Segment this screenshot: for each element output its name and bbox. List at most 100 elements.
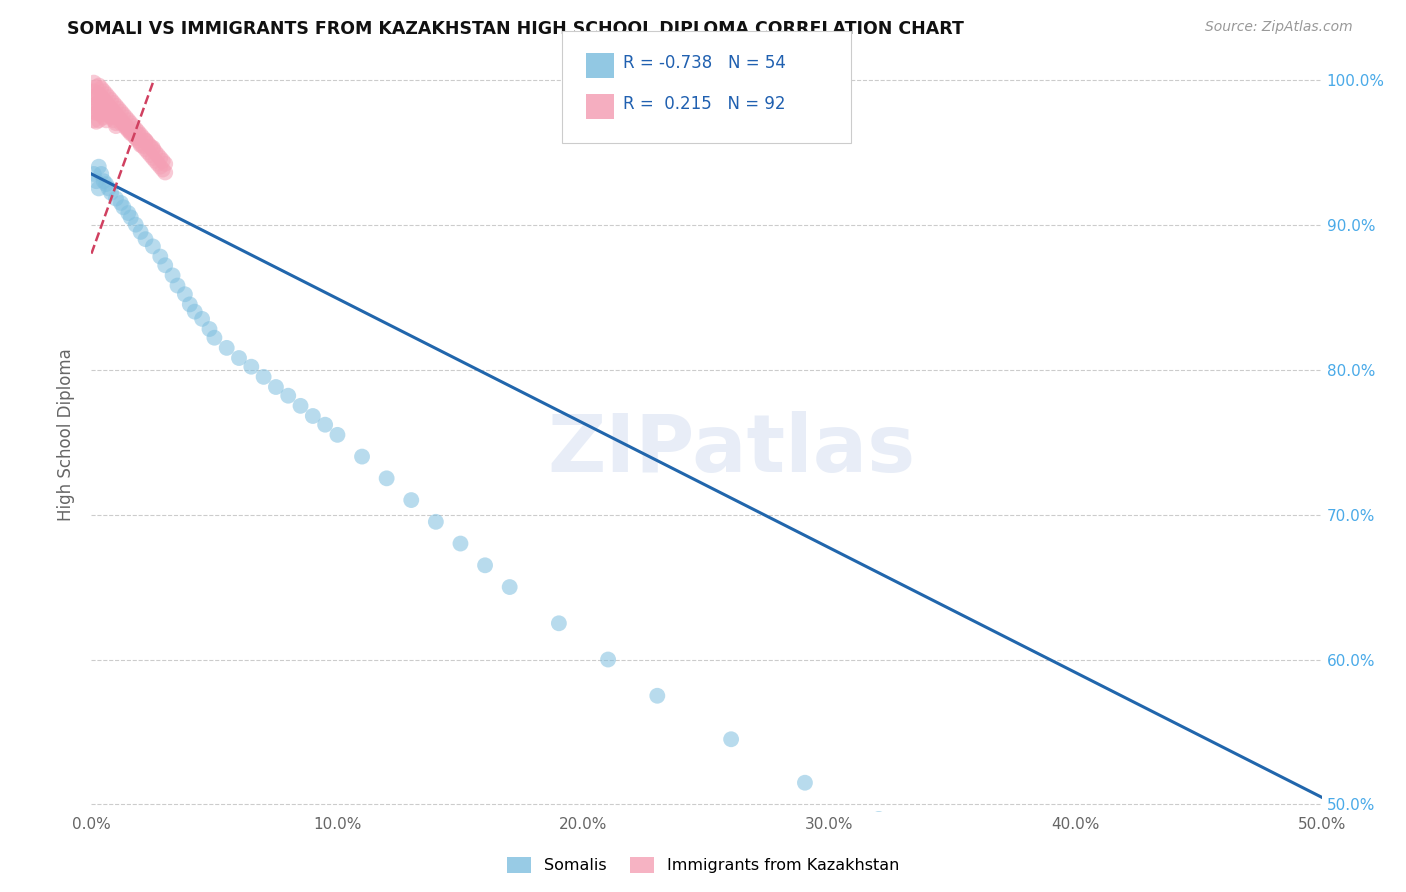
Point xyxy=(90,167,112,181)
Text: R = -0.738   N = 54: R = -0.738 N = 54 xyxy=(623,54,786,72)
Point xyxy=(253,369,276,384)
Text: ZIPatlas: ZIPatlas xyxy=(547,411,915,489)
Point xyxy=(83,90,105,104)
Point xyxy=(202,331,225,345)
Point xyxy=(498,580,520,594)
Point xyxy=(145,145,166,160)
Point xyxy=(96,113,117,128)
Point xyxy=(117,123,139,137)
Point xyxy=(149,151,172,165)
Point xyxy=(110,104,132,119)
Point xyxy=(87,160,110,174)
Point xyxy=(129,137,152,152)
Point xyxy=(105,116,127,130)
Point xyxy=(399,493,422,508)
Point xyxy=(93,84,115,98)
Point xyxy=(117,113,139,128)
Point xyxy=(596,652,619,666)
Point xyxy=(314,417,336,432)
Point xyxy=(135,232,156,246)
Point xyxy=(152,162,174,177)
Point xyxy=(127,128,149,142)
Point xyxy=(145,153,166,168)
Point xyxy=(120,116,142,130)
Point xyxy=(96,177,117,191)
Point xyxy=(142,142,165,156)
Point xyxy=(146,157,169,171)
Point xyxy=(97,181,120,195)
Point xyxy=(352,450,374,464)
Point xyxy=(100,186,122,200)
Point xyxy=(122,128,145,142)
Point xyxy=(100,111,122,125)
Point xyxy=(93,111,115,125)
Point xyxy=(425,515,447,529)
Point xyxy=(87,104,110,119)
Point xyxy=(868,812,890,826)
Point xyxy=(86,88,108,103)
Point xyxy=(240,359,263,374)
Point xyxy=(86,106,108,120)
Point xyxy=(103,95,125,110)
Point xyxy=(153,165,177,179)
Point xyxy=(93,102,115,116)
Point xyxy=(136,145,159,160)
Point xyxy=(179,297,201,311)
Point xyxy=(122,119,145,133)
Point xyxy=(139,139,162,153)
Point xyxy=(191,312,214,326)
Point xyxy=(124,218,146,232)
Point xyxy=(90,90,112,104)
Point xyxy=(129,136,152,151)
Text: R =  0.215   N = 92: R = 0.215 N = 92 xyxy=(623,95,786,113)
Point xyxy=(142,151,165,165)
Point xyxy=(110,113,132,128)
Point xyxy=(228,351,250,365)
Point xyxy=(1139,877,1161,891)
Point xyxy=(86,174,108,188)
Point xyxy=(120,126,142,140)
Point xyxy=(86,97,108,112)
Point xyxy=(152,153,174,168)
Point xyxy=(136,136,159,151)
Point xyxy=(1015,848,1038,863)
Point xyxy=(474,558,496,573)
Point xyxy=(107,111,129,125)
Point xyxy=(114,119,138,133)
Point xyxy=(132,130,155,145)
Point xyxy=(142,141,165,155)
Point xyxy=(103,104,125,119)
Point xyxy=(105,99,127,113)
Point xyxy=(301,409,323,423)
Point xyxy=(105,119,127,133)
Point xyxy=(112,107,135,121)
Point xyxy=(645,689,669,703)
Point xyxy=(793,776,815,790)
Point xyxy=(90,107,112,121)
Point xyxy=(100,93,122,107)
Point xyxy=(124,122,146,136)
Point xyxy=(86,114,108,128)
Point xyxy=(166,278,188,293)
Point xyxy=(83,99,105,113)
Legend: Somalis, Immigrants from Kazakhstan: Somalis, Immigrants from Kazakhstan xyxy=(501,850,905,880)
Point xyxy=(96,104,117,119)
Point xyxy=(135,134,156,148)
Point xyxy=(83,84,105,98)
Point xyxy=(127,125,149,139)
Point xyxy=(149,160,172,174)
Point xyxy=(93,174,115,188)
Point xyxy=(114,120,138,135)
Point xyxy=(87,87,110,102)
Point xyxy=(112,200,135,214)
Point xyxy=(153,258,177,272)
Point xyxy=(87,113,110,128)
Point xyxy=(132,139,155,153)
Point xyxy=(135,142,156,156)
Point xyxy=(215,341,238,355)
Point xyxy=(449,536,471,550)
Point xyxy=(93,93,115,107)
Point xyxy=(129,225,152,239)
Point xyxy=(198,322,221,336)
Point xyxy=(162,268,184,283)
